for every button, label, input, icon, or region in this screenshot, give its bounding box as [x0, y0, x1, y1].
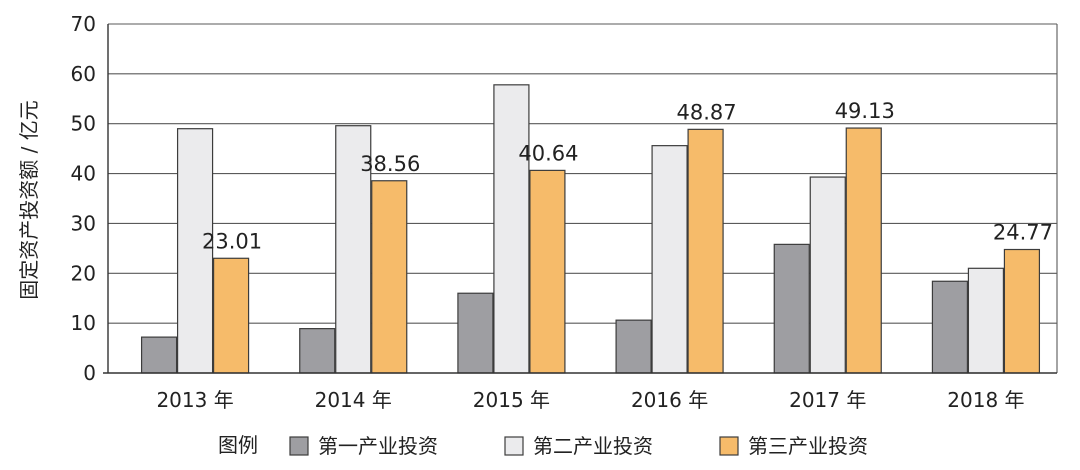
- bar: [845, 127, 882, 374]
- bar: [931, 280, 969, 374]
- y-tick-label: 30: [71, 211, 96, 235]
- y-tick-label: 60: [71, 62, 96, 86]
- legend: 图例 第一产业投资 第二产业投资 第三产业投资: [218, 433, 868, 458]
- bar: [371, 180, 408, 374]
- legend-swatch: [719, 436, 739, 456]
- y-axis-label: 固定资产投资额 / 亿元: [17, 100, 41, 299]
- y-tick-label: 0: [83, 361, 96, 385]
- x-tick-label: 2018 年: [947, 388, 1024, 412]
- y-tick-label: 20: [71, 261, 96, 285]
- bar: [212, 257, 250, 374]
- bars: [140, 84, 1041, 374]
- bar: [687, 128, 724, 374]
- legend-entry: 第三产业投资: [748, 434, 868, 458]
- bar: [457, 292, 494, 374]
- legend-entry: 第二产业投资: [533, 434, 653, 458]
- bar: [651, 145, 688, 374]
- data-label: 48.87: [677, 100, 737, 124]
- bar: [140, 336, 178, 374]
- x-tick-label: 2015 年: [473, 388, 550, 412]
- bar: [493, 84, 530, 374]
- data-label: 38.56: [360, 152, 420, 176]
- x-tick-label: 2016 年: [631, 388, 708, 412]
- bar: [809, 176, 846, 374]
- grid-lines: [108, 23, 1057, 324]
- legend-swatch: [504, 436, 524, 456]
- data-label: 40.64: [518, 141, 578, 165]
- axes: 0 10 20 30 40 50 60 70 2013 年 2014 年 2015 年 2016 年 2…: [71, 12, 1058, 412]
- x-tick-label: 2017 年: [789, 388, 866, 412]
- y-tick-label: 50: [71, 112, 96, 136]
- data-labels: 23.01 38.56 40.64 48.87 49.13 24.77: [202, 99, 1053, 253]
- bar: [615, 319, 652, 374]
- legend-swatch: [289, 436, 309, 456]
- data-label: 24.77: [993, 221, 1053, 245]
- bar: [1003, 248, 1041, 374]
- data-label: 23.01: [202, 229, 262, 253]
- bar: [967, 267, 1005, 374]
- x-tick-label: 2014 年: [315, 388, 392, 412]
- legend-entry: 第一产业投资: [318, 434, 438, 458]
- bar: [299, 328, 336, 374]
- data-label: 49.13: [835, 99, 895, 123]
- y-tick-label: 10: [71, 311, 96, 335]
- legend-title: 图例: [218, 433, 258, 457]
- bar: [773, 243, 810, 374]
- y-tick-label: 40: [71, 162, 96, 186]
- x-tick-label: 2013 年: [156, 388, 233, 412]
- bar: [335, 125, 372, 374]
- bar: [529, 169, 566, 374]
- y-tick-label: 70: [71, 12, 96, 36]
